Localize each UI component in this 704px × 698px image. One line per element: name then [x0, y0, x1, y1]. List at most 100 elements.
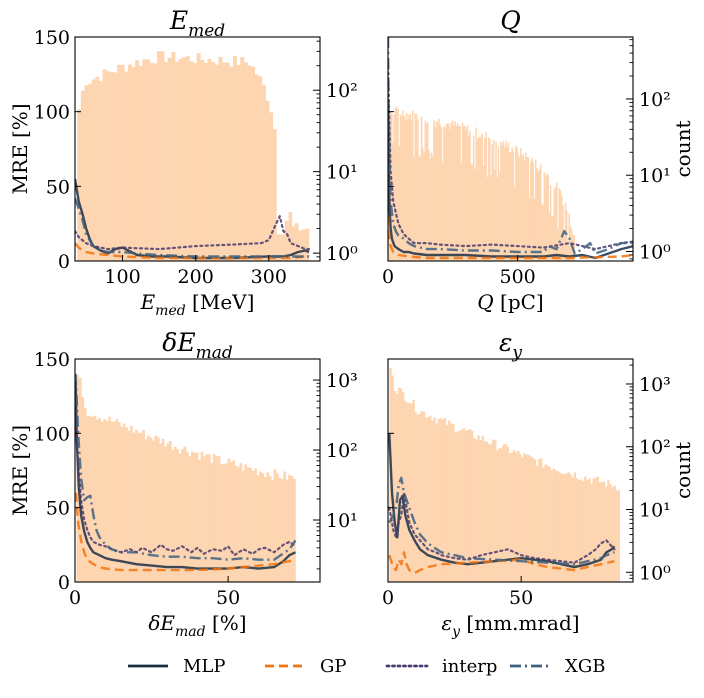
panel-title: δEmad — [162, 328, 233, 363]
hist-bar — [211, 61, 216, 261]
hist-bar — [176, 448, 180, 582]
hist-bar — [394, 107, 397, 261]
y-axis-label: MRE [%] — [8, 425, 32, 516]
hist-bar — [410, 119, 413, 261]
series-mlp — [388, 433, 616, 569]
plot-frame — [74, 358, 321, 583]
hist-bar — [491, 439, 495, 582]
hist-bar — [518, 157, 521, 261]
hist-bar — [460, 163, 463, 261]
hist-bar — [436, 122, 439, 261]
hist-bar — [91, 79, 96, 261]
hist-bar — [278, 478, 282, 582]
legend-label: XGB — [565, 656, 605, 677]
hist-bar — [588, 478, 591, 582]
hist-bar — [511, 147, 513, 261]
hist-bar — [146, 59, 150, 261]
hist-bar — [558, 472, 562, 582]
count-tick-label: 10² — [326, 80, 358, 102]
hist-bar — [543, 172, 546, 261]
hist-bar — [171, 51, 176, 261]
hist-bar — [419, 156, 422, 261]
hist-bar — [506, 446, 509, 582]
hist-bar — [538, 169, 541, 261]
hist-bar — [460, 429, 463, 582]
hist-bar — [542, 205, 544, 261]
hist-bar — [609, 483, 612, 582]
panel-title: Emed — [169, 6, 225, 41]
hist-bar — [550, 470, 553, 582]
legend-item-gp: GP — [265, 656, 347, 677]
hist-bar — [144, 439, 148, 582]
hist-bar — [440, 127, 443, 261]
hist-bar — [84, 85, 89, 261]
hist-bar — [466, 125, 469, 261]
hist-bar — [594, 477, 597, 582]
y-tick-label: 100 — [34, 423, 70, 445]
hist-bar — [108, 416, 111, 582]
hist-bar — [523, 453, 526, 582]
hist-bar — [454, 121, 456, 261]
x-tick-label: 200 — [178, 266, 214, 288]
hist-bar — [437, 418, 440, 582]
hist-bar — [415, 114, 418, 261]
hist-bar — [254, 468, 257, 582]
hist-bar — [531, 457, 535, 582]
hist-bar — [225, 62, 230, 261]
hist-bar — [399, 388, 403, 582]
hist-bar — [441, 162, 444, 261]
histogram — [76, 374, 296, 582]
plot-frame — [387, 36, 634, 262]
hist-bar — [553, 189, 556, 261]
hist-bar — [458, 430, 461, 582]
hist-bar — [486, 176, 489, 261]
hist-bar — [183, 446, 187, 582]
hist-bar — [565, 473, 568, 582]
hist-bar — [254, 74, 259, 261]
hist-bar — [410, 403, 413, 582]
hist-bar — [546, 173, 548, 261]
hist-bar — [448, 123, 450, 261]
x-tick-label: 0 — [382, 266, 394, 288]
histogram — [389, 368, 620, 582]
hist-bar — [185, 56, 190, 261]
hist-bar — [122, 423, 126, 582]
hist-bar — [259, 471, 262, 582]
hist-bar — [452, 423, 455, 582]
hist-bar — [261, 84, 266, 261]
hist-bar — [472, 135, 475, 261]
hist-bar — [222, 463, 226, 582]
hist-bar — [494, 440, 497, 582]
hist-bar — [246, 467, 250, 582]
hist-bar — [533, 198, 536, 261]
x-axis: 0 500 — [382, 255, 536, 288]
hist-bar — [93, 415, 97, 582]
hist-bar — [413, 156, 415, 261]
hist-bar — [613, 485, 616, 582]
hist-bar — [115, 418, 119, 582]
hist-bar — [408, 114, 410, 261]
hist-bar — [490, 175, 492, 261]
hist-bar — [196, 53, 201, 261]
hist-bar — [536, 168, 538, 261]
hist-bar — [474, 169, 476, 261]
hist-bar — [512, 151, 515, 261]
hist-bar — [527, 156, 530, 261]
hist-bar — [404, 119, 407, 261]
hist-bar — [161, 438, 165, 582]
hist-bar — [276, 473, 279, 582]
series-lines — [75, 178, 311, 260]
hist-bar — [544, 176, 547, 261]
y-tick-label: 150 — [34, 349, 70, 371]
hist-bar — [98, 417, 102, 582]
hist-bar — [203, 456, 206, 582]
hist-bar — [232, 460, 235, 582]
x-tick-label: 300 — [251, 266, 287, 288]
hist-bar — [229, 461, 233, 582]
hist-bar — [424, 120, 427, 261]
hist-bar — [198, 459, 201, 582]
hist-bar — [455, 126, 458, 261]
hist-bar — [494, 170, 496, 261]
hist-bar — [492, 139, 495, 261]
